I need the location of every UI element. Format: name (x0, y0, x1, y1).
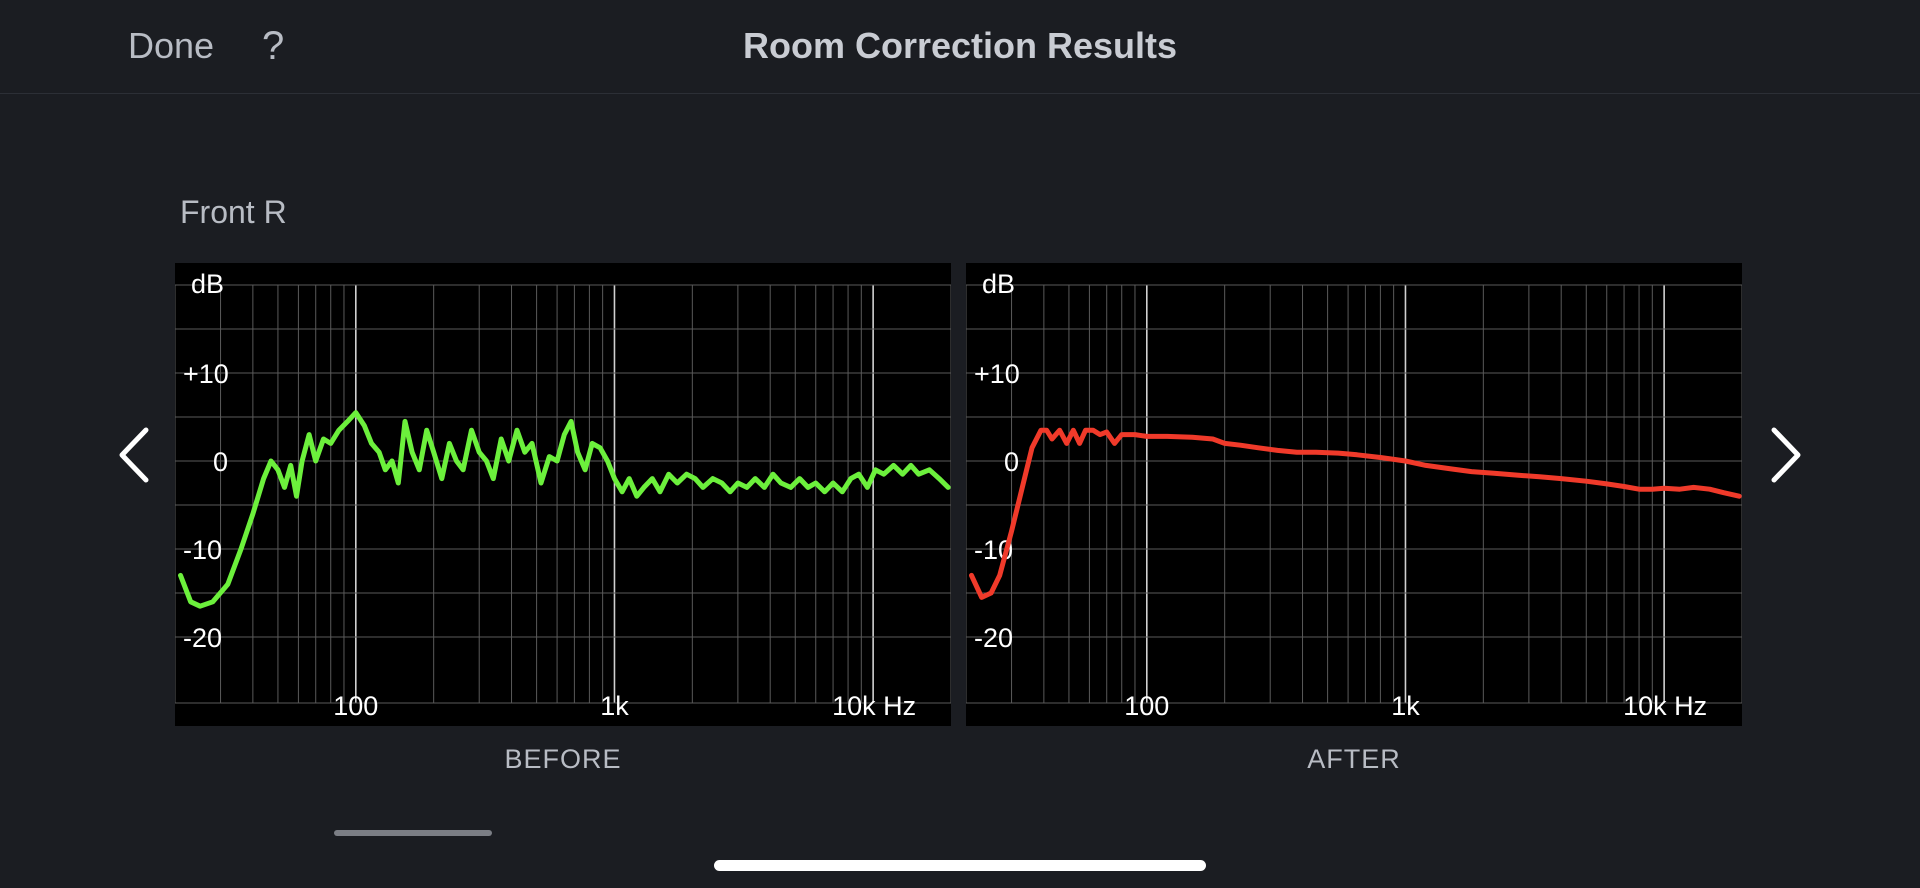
top-bar: Done ? Room Correction Results (0, 0, 1920, 94)
help-button[interactable]: ? (262, 24, 285, 68)
y-tick-label: -10 (183, 535, 222, 565)
y-tick-label: -20 (974, 623, 1013, 653)
x-tick-label: 1k (600, 691, 629, 721)
y-tick-label: -20 (183, 623, 222, 653)
y-axis-label: dB (982, 269, 1015, 299)
before-chart: dB +10 0 -10 -20 100 1k 10k Hz (175, 263, 951, 726)
chevron-right-icon[interactable] (1760, 420, 1810, 490)
x-tick-label: 100 (333, 691, 378, 721)
x-tick-label: 100 (1124, 691, 1169, 721)
y-tick-label: +10 (974, 359, 1020, 389)
chevron-left-icon[interactable] (110, 420, 160, 490)
y-axis-label: dB (191, 269, 224, 299)
response-curve (178, 410, 951, 609)
x-tick-label: 10k Hz (1623, 691, 1707, 721)
channel-label: Front R (180, 194, 287, 230)
y-tick-label: 0 (213, 447, 228, 477)
before-caption: BEFORE (504, 744, 622, 774)
x-tick-label: 1k (1391, 691, 1420, 721)
home-indicator (714, 860, 1206, 871)
after-chart: dB +10 0 -10 -20 100 1k 10k Hz (966, 263, 1742, 726)
chart-svg: dB +10 0 -10 -20 100 1k 10k Hz (175, 263, 951, 726)
done-button[interactable]: Done (128, 25, 215, 66)
plot-area (966, 263, 1742, 726)
response-curve (969, 427, 1742, 600)
scroll-indicator (334, 830, 492, 836)
after-caption: AFTER (1307, 744, 1401, 774)
plot-area (175, 263, 951, 726)
y-tick-label: +10 (183, 359, 229, 389)
page-title: Room Correction Results (742, 25, 1178, 66)
y-tick-label: 0 (1004, 447, 1019, 477)
x-tick-label: 10k Hz (832, 691, 916, 721)
